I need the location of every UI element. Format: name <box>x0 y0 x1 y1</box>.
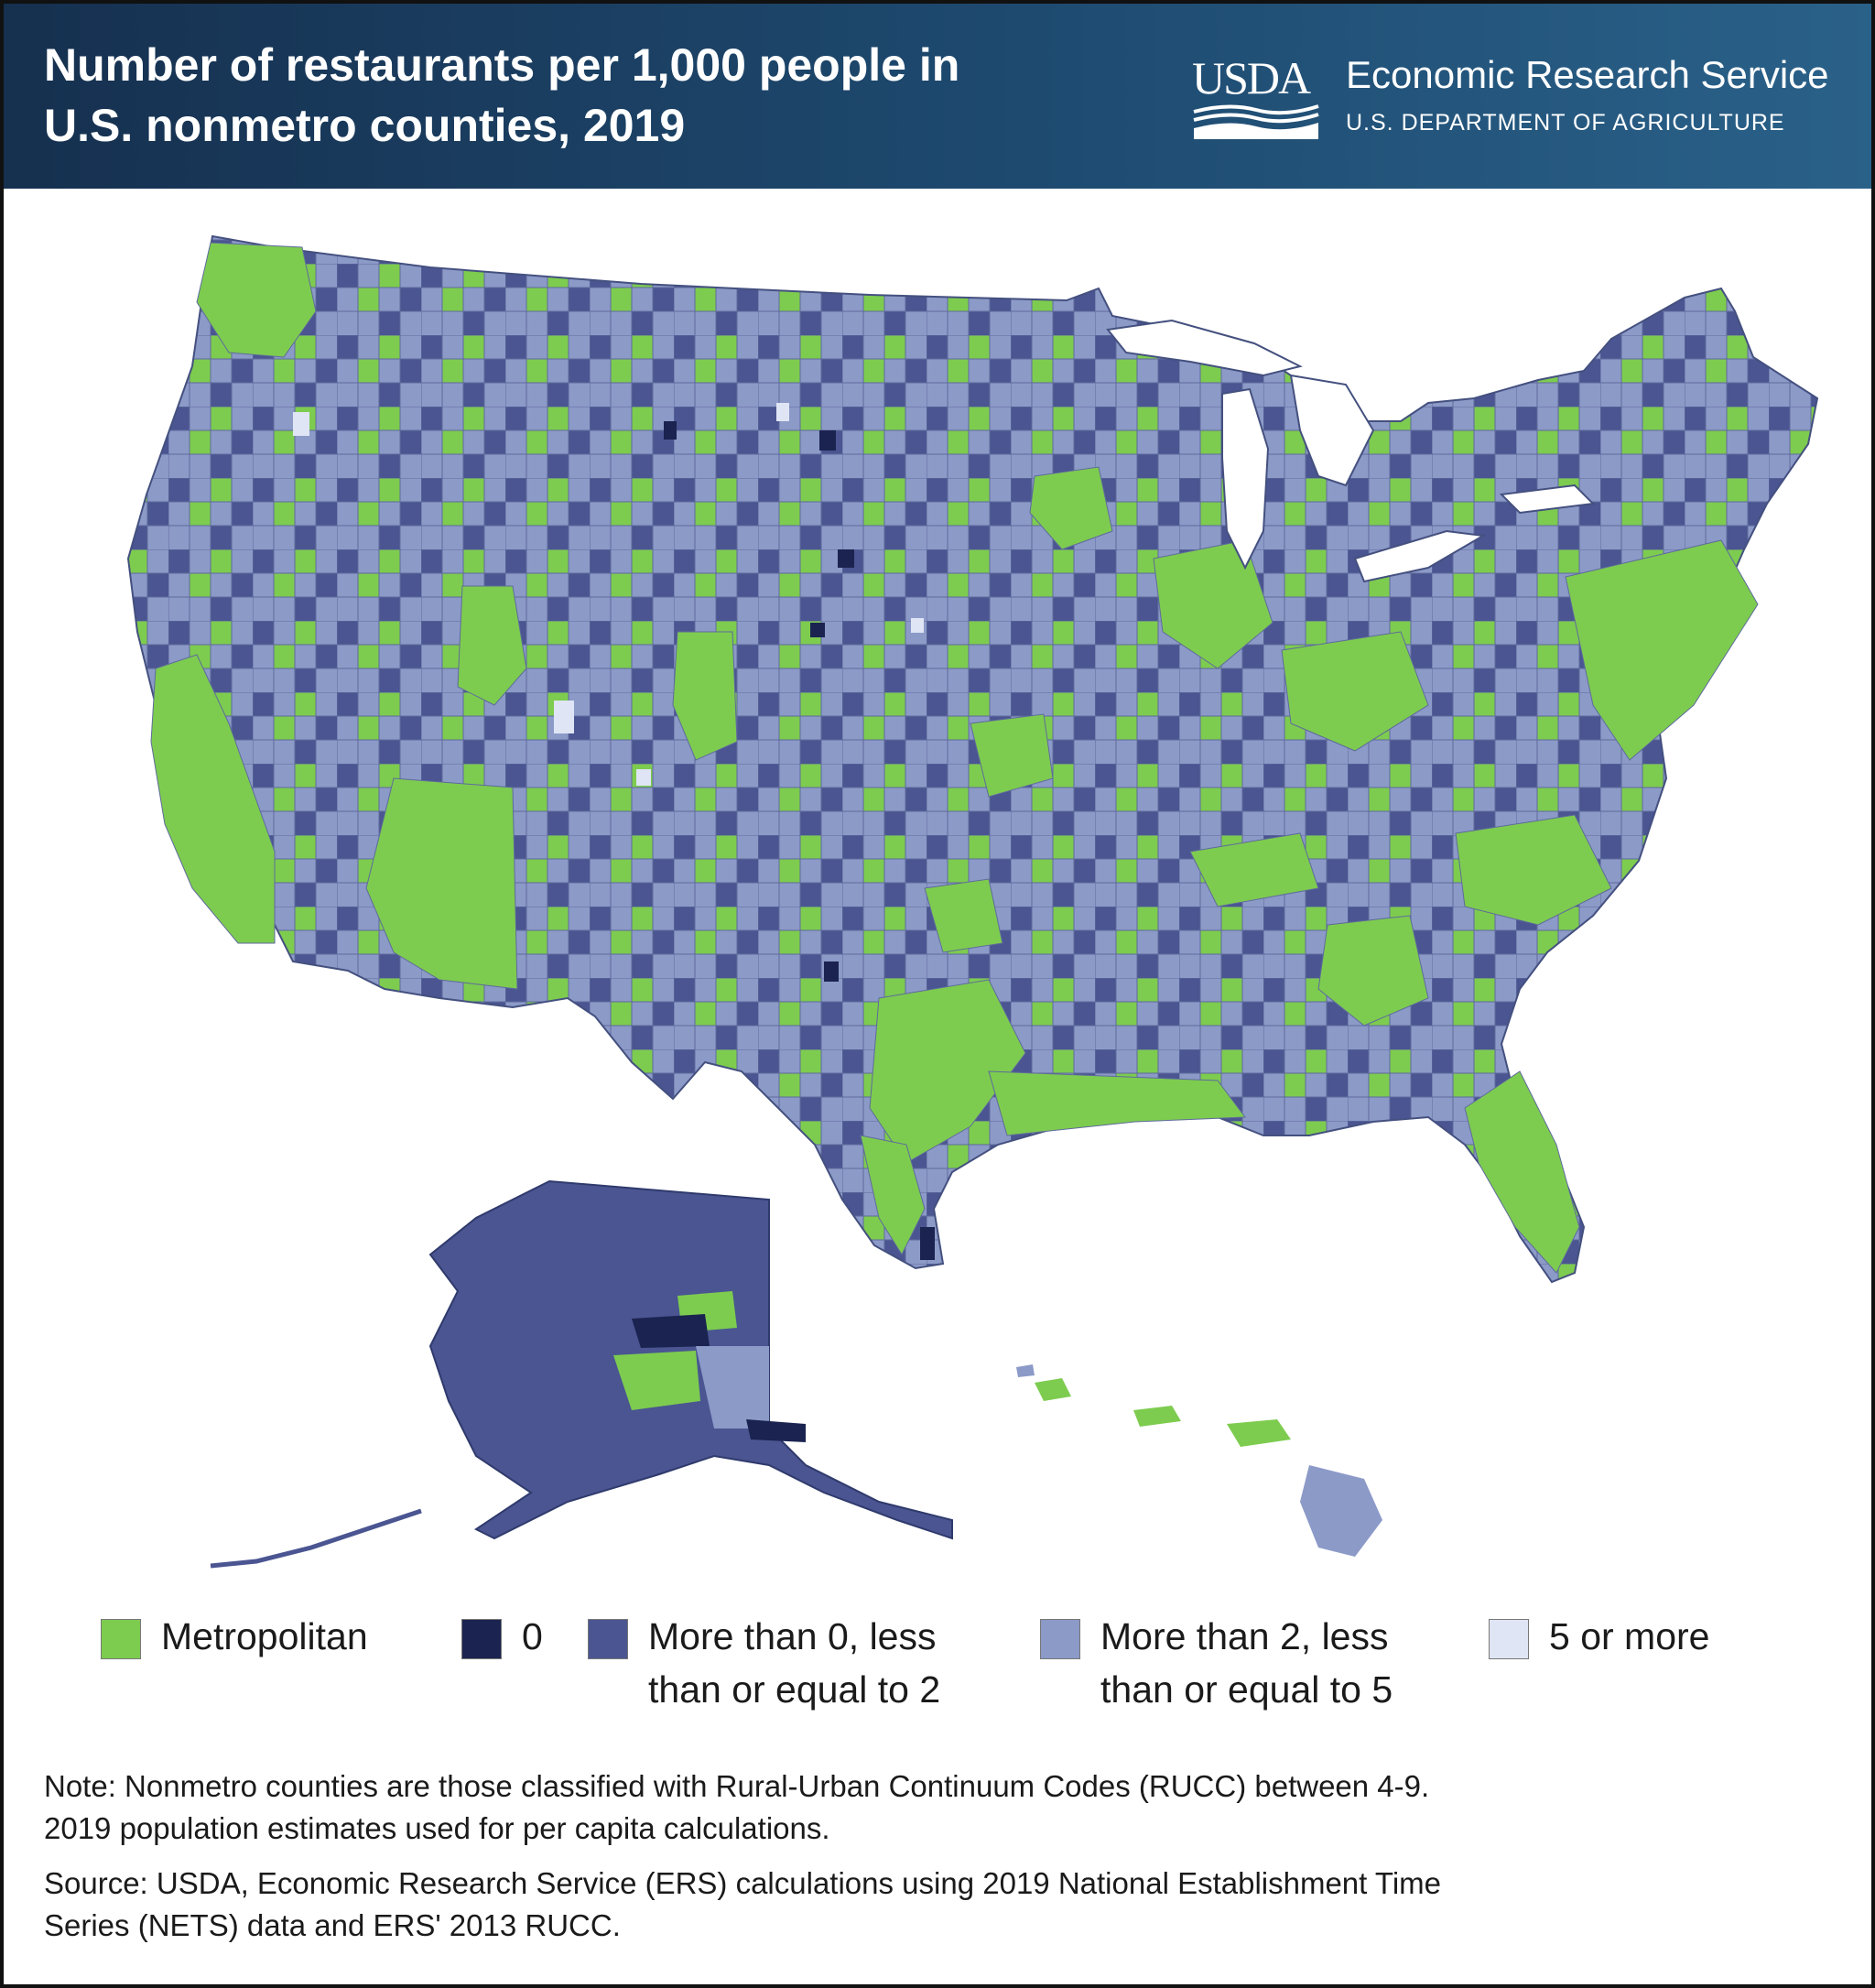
great-lakes <box>1106 319 1596 583</box>
legend-swatch-2-to-5 <box>1040 1619 1080 1659</box>
title-line-2: U.S. nonmetro counties, 2019 <box>44 100 686 151</box>
footnote: Note: Nonmetro counties are those classi… <box>44 1765 1838 1850</box>
metro-atlanta <box>1317 915 1429 1027</box>
metro-florida <box>1464 1070 1580 1274</box>
legend-swatch-zero <box>461 1619 502 1659</box>
metropolitan-regions <box>150 242 1759 1274</box>
lake-superior <box>1106 319 1303 377</box>
five-or-more-county <box>911 618 924 633</box>
footnote-line-2: 2019 population estimates used for per c… <box>44 1811 830 1845</box>
usda-ers-logo: USDA Economic Research Service U.S. DEPA… <box>1192 51 1851 152</box>
five-or-more-county <box>554 701 574 733</box>
department-name: U.S. DEPARTMENT OF AGRICULTURE <box>1346 110 1785 136</box>
metro-pacific-northwest <box>196 242 317 358</box>
lake-erie <box>1353 529 1487 583</box>
hawaii-oahu <box>1133 1406 1181 1427</box>
agency-name: Economic Research Service <box>1346 53 1829 96</box>
five-or-more-county <box>776 403 789 421</box>
source-line-1: Source: USDA, Economic Research Service … <box>44 1866 1442 1900</box>
metro-twin-cities <box>1029 466 1113 550</box>
hawaii <box>1016 1364 1382 1557</box>
five-or-more-counties <box>293 403 924 786</box>
zero-restaurant-counties <box>664 421 935 1260</box>
lake-huron <box>1289 374 1375 487</box>
metro-memphis-nashville <box>1189 832 1319 907</box>
map-legend: Metropolitan 0 More than 0, less than or … <box>0 1610 1875 1720</box>
alaska-zero-region <box>632 1314 710 1348</box>
zero-county <box>920 1227 935 1260</box>
five-or-more-county <box>636 769 651 786</box>
legend-swatch-0-to-2 <box>588 1619 628 1659</box>
five-or-more-county <box>293 412 309 436</box>
lake-michigan <box>1221 387 1270 570</box>
legend-label: 5 or more <box>1549 1615 1710 1657</box>
metro-arizona <box>365 777 518 990</box>
alaska-metro-anchorage <box>613 1351 700 1410</box>
lake-ontario <box>1499 483 1596 515</box>
legend-swatch-5-or-more <box>1489 1619 1529 1659</box>
usda-logo-text: USDA <box>1192 52 1311 103</box>
alaska-light-region <box>696 1346 769 1429</box>
chart-title: Number of restaurants per 1,000 people i… <box>44 35 1161 156</box>
metro-south-texas <box>860 1135 926 1256</box>
metro-gulf-coast <box>988 1070 1246 1136</box>
zero-county <box>824 961 839 982</box>
metro-dallas <box>924 878 1003 953</box>
hawaii-kauai <box>1035 1378 1071 1401</box>
legend-label: Metropolitan <box>161 1615 368 1657</box>
metro-kansas-city <box>970 713 1054 798</box>
contiguous-us <box>126 234 1819 1284</box>
metro-colorado-front <box>672 631 738 761</box>
source-line-2: Series (NETS) data and ERS' 2013 RUCC. <box>44 1908 621 1942</box>
legend-label: 0 <box>522 1615 543 1657</box>
footnote-line-1: Note: Nonmetro counties are those classi… <box>44 1769 1430 1803</box>
us-county-map <box>126 234 1819 1569</box>
hawaii-niihau <box>1016 1364 1035 1377</box>
alaska-zero-strip <box>746 1419 806 1442</box>
zero-county <box>810 623 825 637</box>
metro-carolinas <box>1455 814 1612 926</box>
metro-west-coast <box>150 654 276 944</box>
usda-wave-icon <box>1193 104 1319 139</box>
zero-county <box>664 421 677 440</box>
title-line-1: Number of restaurants per 1,000 people i… <box>44 39 960 91</box>
source-note: Source: USDA, Economic Research Service … <box>44 1863 1838 1947</box>
header-banner: Number of restaurants per 1,000 people i… <box>4 4 1871 189</box>
metro-midwest-chicago <box>1153 539 1273 669</box>
metro-texas-triangle <box>869 979 1026 1164</box>
legend-label: More than 2, less than or equal to 5 <box>1100 1615 1393 1711</box>
metro-utah <box>457 585 527 706</box>
metro-northeast-corridor <box>1565 539 1759 761</box>
contiguous-us-base <box>126 234 1819 1284</box>
hawaii-maui <box>1227 1419 1291 1447</box>
hawaii-big-island <box>1300 1465 1382 1557</box>
legend-swatch-metropolitan <box>101 1619 141 1659</box>
legend-label: More than 0, less than or equal to 2 <box>648 1615 941 1711</box>
zero-county <box>838 549 854 568</box>
zero-county <box>819 430 836 451</box>
metro-ohio-valley <box>1281 631 1429 752</box>
alaska <box>210 1179 953 1569</box>
aleutian-islands <box>210 1508 422 1569</box>
